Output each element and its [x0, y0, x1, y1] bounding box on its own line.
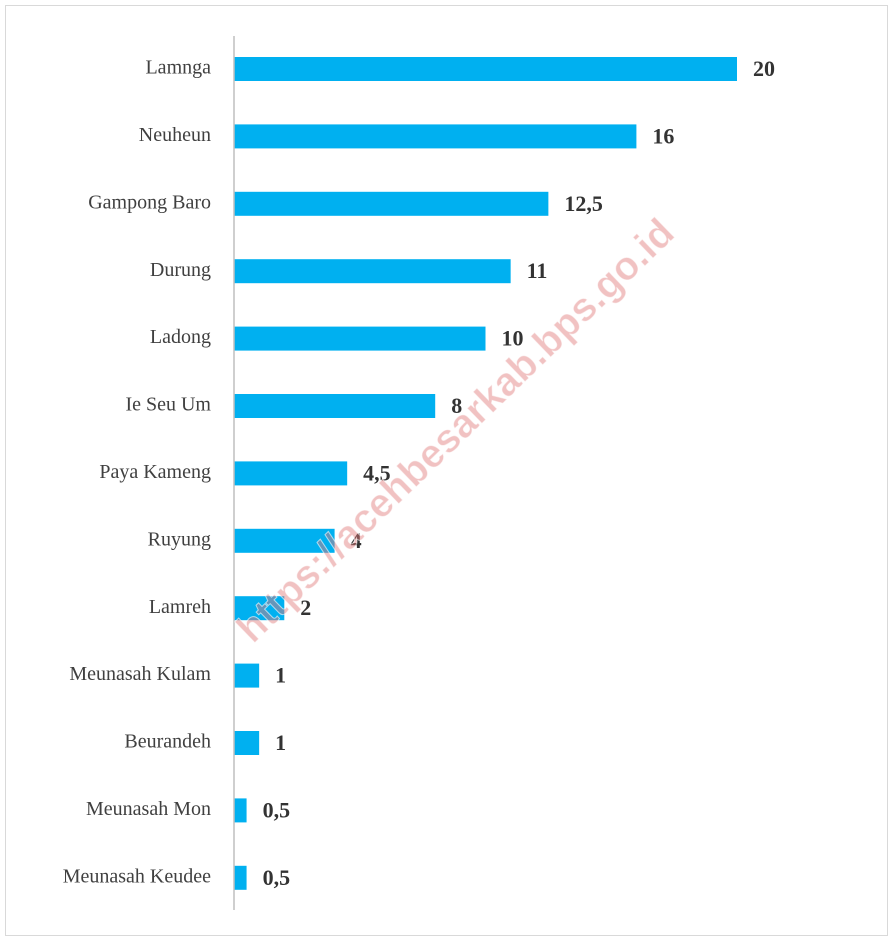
value-label: 12,5 — [564, 191, 603, 216]
category-label: Meunasah Keudee — [63, 865, 211, 887]
bar — [234, 596, 285, 621]
value-label: 16 — [652, 123, 674, 148]
bar — [234, 57, 737, 81]
value-label: 4 — [351, 528, 362, 553]
bar — [234, 865, 247, 890]
value-label: 1 — [275, 730, 286, 755]
bar — [234, 124, 637, 149]
value-label: 11 — [527, 258, 548, 283]
value-label: 0,5 — [263, 797, 291, 822]
value-label: 1 — [275, 663, 286, 688]
category-label: Neuheun — [139, 124, 211, 146]
category-label: Ladong — [150, 326, 211, 348]
chart-frame — [5, 5, 888, 936]
category-label: Lamreh — [149, 596, 211, 618]
bar — [234, 191, 549, 216]
value-label: 10 — [502, 326, 524, 351]
value-label: 2 — [300, 595, 311, 620]
value-label: 4,5 — [363, 460, 391, 485]
value-label: 0,5 — [263, 865, 291, 890]
value-label: 8 — [451, 393, 462, 418]
category-label: Meunasah Kulam — [69, 663, 211, 685]
bar — [234, 461, 348, 486]
bar — [234, 731, 260, 755]
category-label: Lamnga — [145, 57, 211, 79]
value-label: 20 — [753, 56, 775, 81]
bar — [234, 326, 486, 351]
bar — [234, 798, 247, 823]
category-label: Meunasah Mon — [86, 798, 211, 820]
bar — [234, 663, 260, 688]
category-label: Gampong Baro — [88, 191, 211, 213]
bar — [234, 528, 335, 553]
bar — [234, 394, 436, 418]
bar — [234, 259, 511, 284]
category-label: Ruyung — [148, 528, 211, 550]
category-label: Ie Seu Um — [125, 394, 211, 416]
category-label: Durung — [150, 259, 211, 281]
category-label: Paya Kameng — [99, 461, 211, 483]
category-label: Beurandeh — [124, 731, 211, 753]
